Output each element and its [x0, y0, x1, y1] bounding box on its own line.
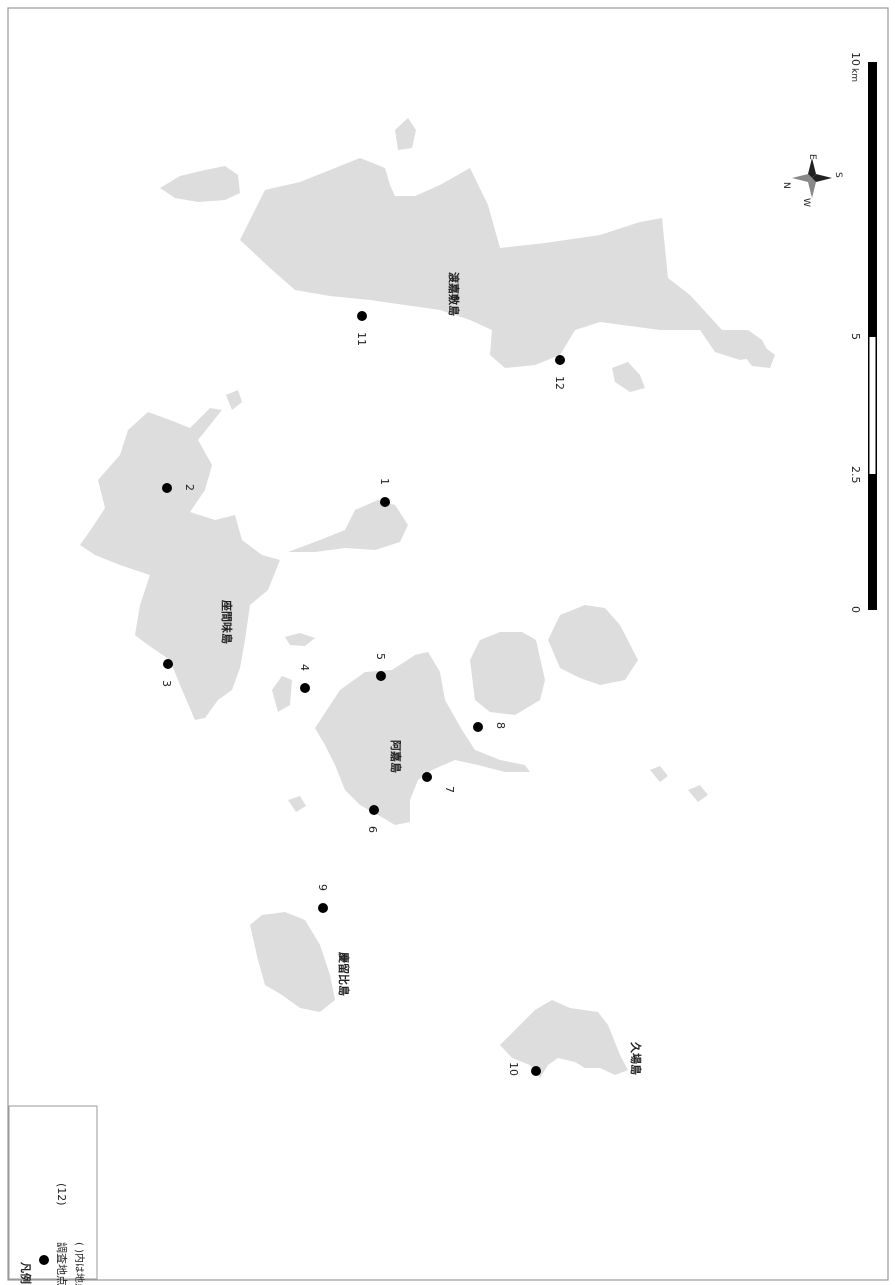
survey-point-3 [163, 659, 173, 669]
compass-w: W [801, 198, 811, 207]
point-label-9: 9 [316, 884, 329, 891]
island-name-aka: 阿嘉島 [389, 740, 403, 773]
scale-bar-outline [868, 62, 877, 610]
islet-east-d [688, 785, 708, 802]
compass-arrow-west-icon [792, 174, 812, 182]
island-point1-islet [288, 500, 408, 552]
point-label-7: 7 [443, 786, 456, 793]
compass-s: S [833, 172, 843, 178]
island-tokashiki-west-islet [160, 166, 240, 202]
survey-point-5 [376, 671, 386, 681]
scale-tick-0: 0 [849, 606, 862, 613]
compass-n: N [781, 182, 791, 189]
survey-point-9 [318, 903, 328, 913]
legend-item-count: (12) [55, 1183, 68, 1206]
point-label-4: 4 [298, 664, 311, 671]
island-name-gerumahijima: 慶留比島 [337, 952, 351, 996]
scale-tick-10: 10 [849, 52, 862, 66]
islet-small-a [285, 633, 315, 646]
island-tokashiki-se-islet-b [740, 345, 775, 368]
scale-bar-white-segment [869, 337, 876, 474]
legend-item-label: 調査地点 [55, 1242, 69, 1285]
survey-point-8 [473, 722, 483, 732]
island-tokashiki-north-islet [395, 118, 416, 150]
survey-point-6 [369, 805, 379, 815]
compass-rose: N E S W [781, 154, 843, 207]
island-tokashiki-se-islet-a [612, 362, 645, 392]
survey-point-12 [555, 355, 565, 365]
compass-arrow-east-icon [812, 174, 832, 182]
island-east-b [548, 605, 638, 685]
scale-tick-5: 5 [849, 333, 862, 340]
scale-tick-2-5: 2.5 [849, 466, 862, 484]
islet-east-c [650, 766, 668, 782]
compass-arrow-icon [808, 158, 816, 178]
island-gerumahijima [250, 912, 335, 1012]
island-east-a [470, 632, 545, 715]
point-label-11: 11 [355, 332, 368, 346]
island-name-kuba: 久場島 [629, 1042, 643, 1075]
legend-title: 凡例 [19, 1262, 33, 1284]
survey-point-11 [357, 311, 367, 321]
island-zamami-ne-islet [226, 390, 242, 410]
point-label-6: 6 [366, 826, 379, 833]
survey-point-7 [422, 772, 432, 782]
legend-note: ( )内は地点数を示す [73, 1242, 86, 1285]
survey-point-2 [162, 483, 172, 493]
island-tokashiki [240, 158, 770, 368]
island-aka [315, 652, 530, 825]
legend: 凡例 調査地点 (12) ( )内は地点数を示す [8, 1105, 98, 1285]
survey-point-4 [300, 683, 310, 693]
point-label-1: 1 [378, 478, 391, 485]
island-name-tokashiki: 渡嘉敷島 [447, 272, 461, 316]
compass-e: E [807, 154, 817, 160]
legend-point-icon [39, 1255, 49, 1265]
compass-arrow-south-icon [808, 178, 816, 198]
point-label-12: 12 [553, 376, 566, 390]
survey-point-1 [380, 497, 390, 507]
islet-west-e [288, 796, 306, 812]
scale-unit: km [849, 68, 859, 82]
island-zamami [80, 408, 280, 720]
islet-small-b [272, 676, 292, 712]
legend-box [8, 1105, 98, 1280]
survey-points: 1 2 3 4 5 6 7 8 9 10 11 12 [160, 311, 566, 1076]
map-frame [7, 7, 889, 1281]
island-names: 渡嘉敷島 座間味島 阿嘉島 慶留比島 久場島 [220, 272, 643, 1075]
islands-layer [80, 118, 775, 1078]
point-label-8: 8 [494, 722, 507, 729]
survey-point-10 [531, 1066, 541, 1076]
scale-bar: 0 2.5 5 10 km [849, 52, 877, 613]
point-label-5: 5 [374, 653, 387, 660]
point-label-3: 3 [160, 680, 173, 687]
island-kuba [500, 1000, 628, 1078]
island-name-zamami: 座間味島 [220, 599, 234, 644]
point-label-10: 10 [507, 1062, 520, 1076]
point-label-2: 2 [183, 484, 196, 491]
